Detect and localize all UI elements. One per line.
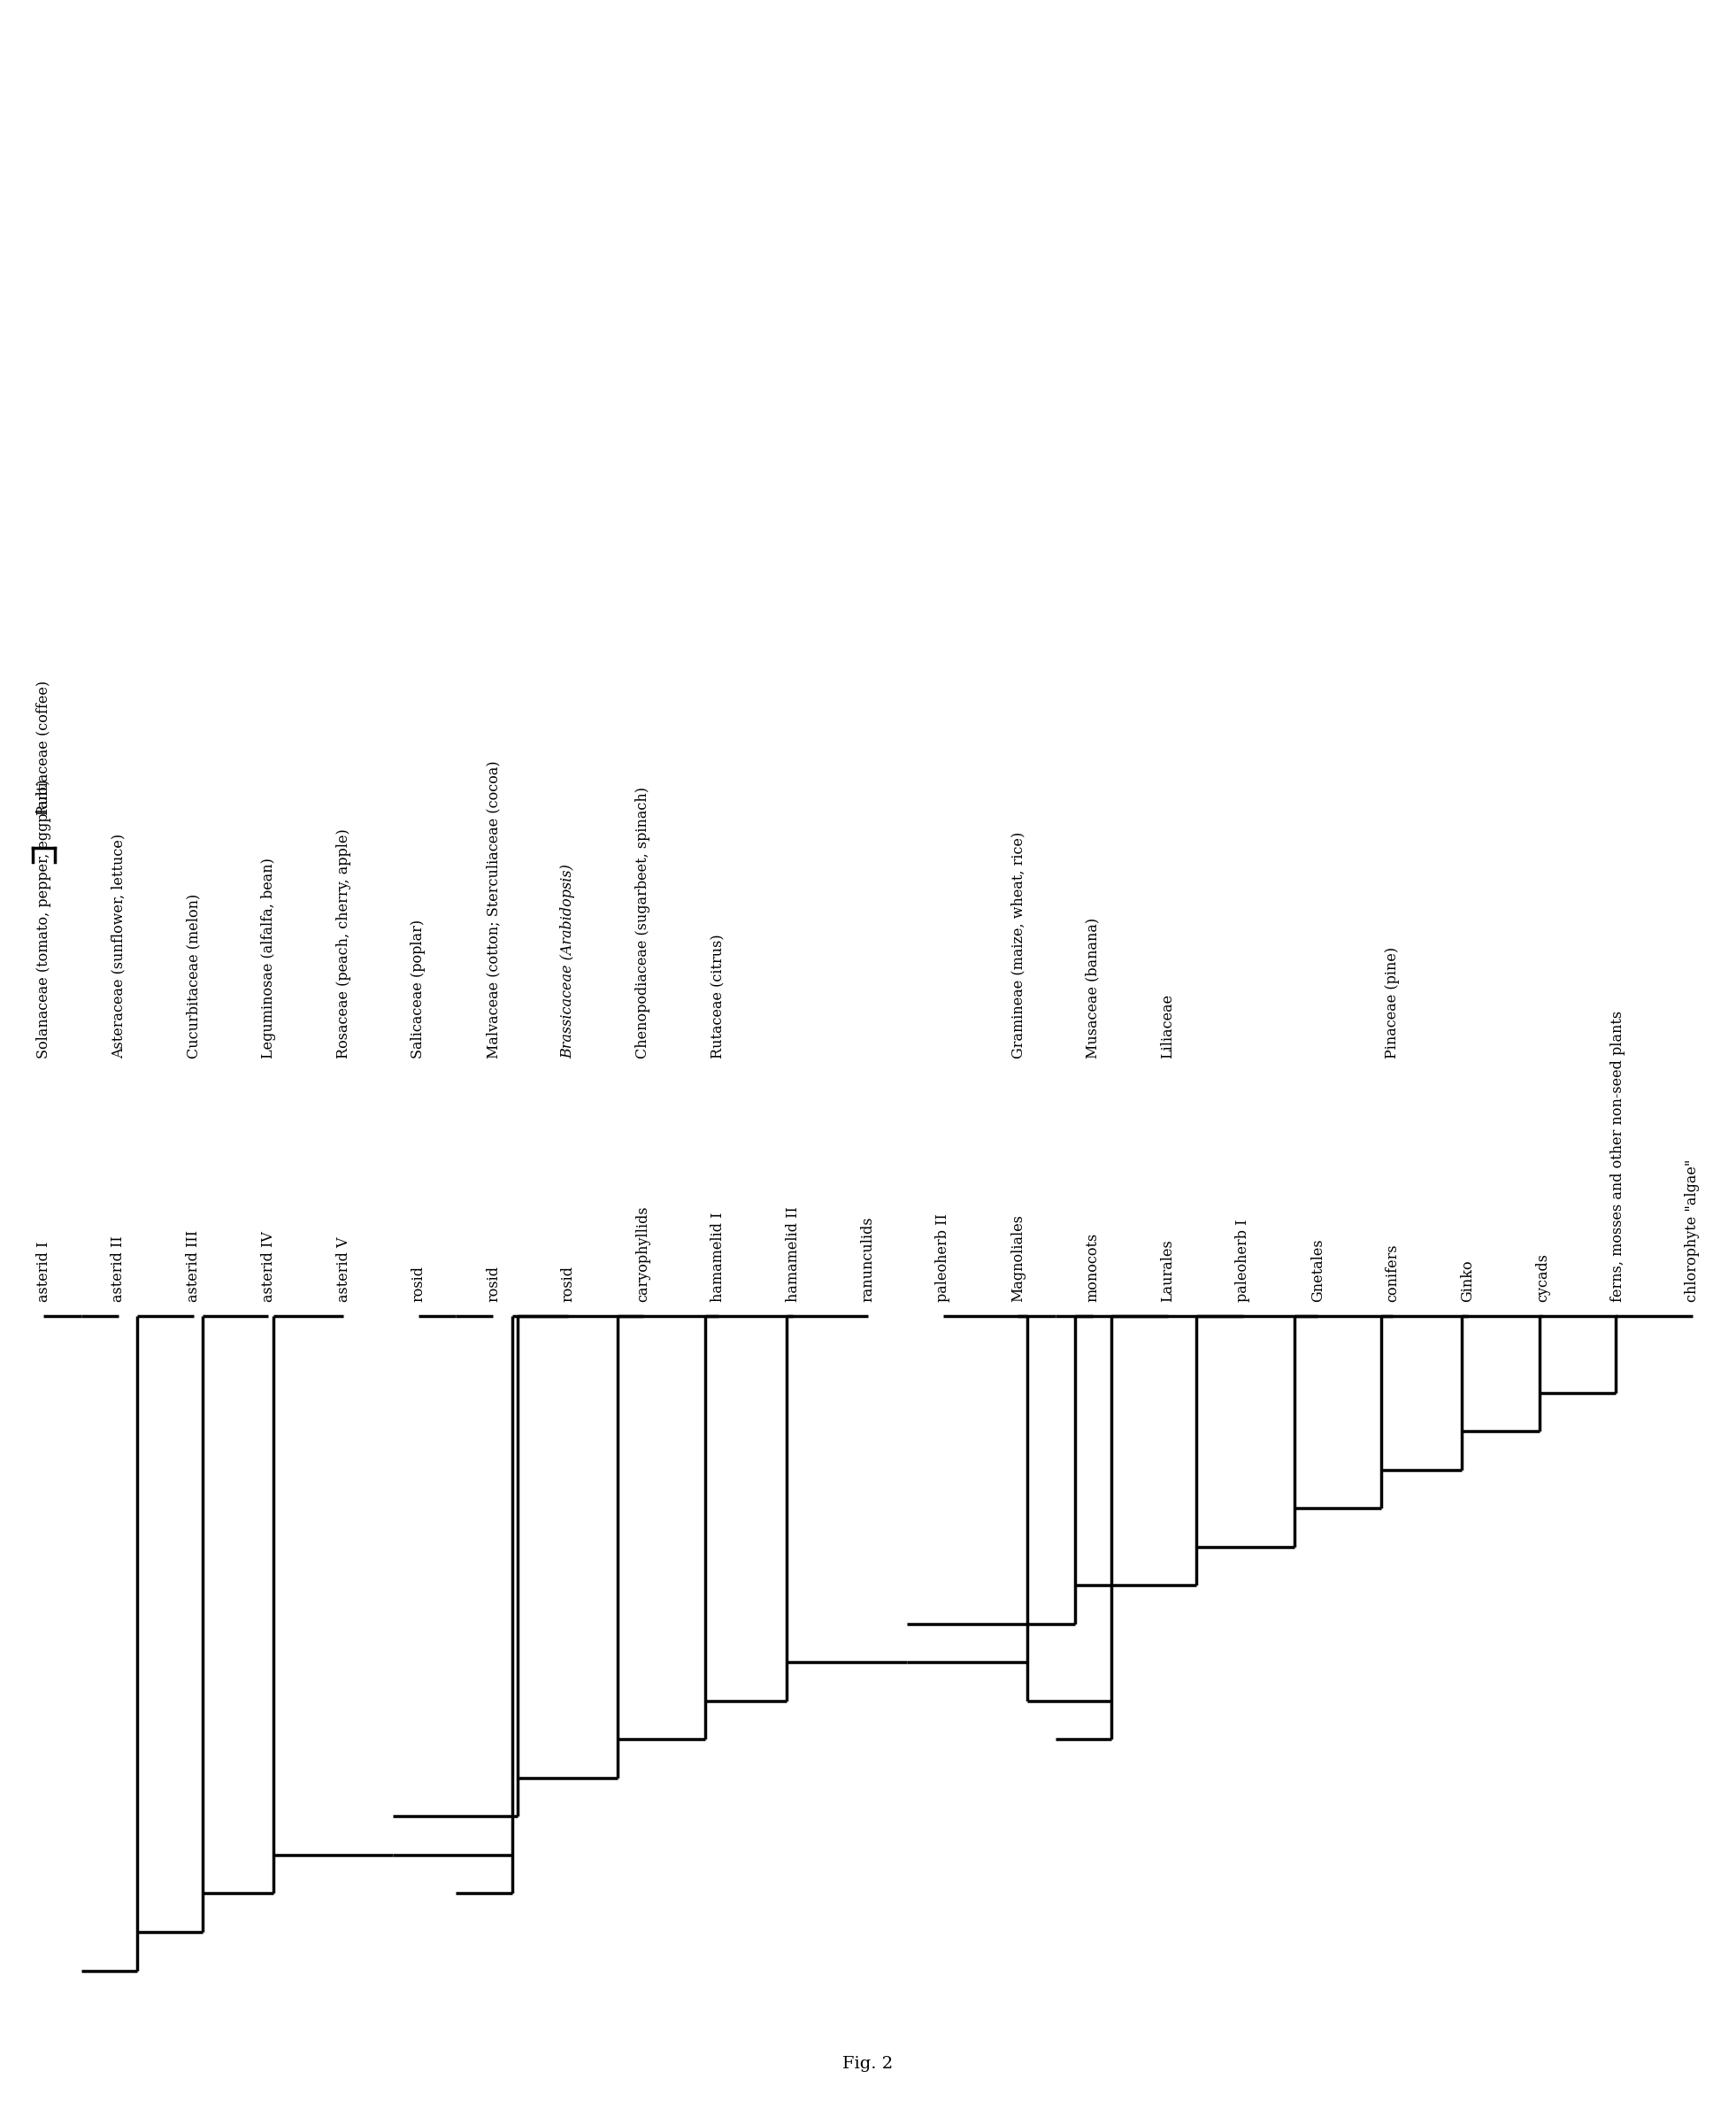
Text: conifers: conifers	[1385, 1243, 1401, 1302]
Text: Musaceae (banana): Musaceae (banana)	[1085, 917, 1101, 1058]
Text: Ginko: Ginko	[1460, 1260, 1476, 1302]
Text: Gramineae (maize, wheat, rice): Gramineae (maize, wheat, rice)	[1010, 832, 1026, 1058]
Text: Laurales: Laurales	[1160, 1238, 1175, 1302]
Text: asterid II: asterid II	[111, 1236, 127, 1302]
Text: asterid III: asterid III	[186, 1230, 201, 1302]
Text: asterid IV: asterid IV	[260, 1230, 276, 1302]
Text: rosid: rosid	[411, 1266, 425, 1302]
Text: hamamelid II: hamamelid II	[785, 1207, 800, 1302]
Text: Cucurbitaceae (melon): Cucurbitaceae (melon)	[186, 893, 201, 1058]
Text: caryophyllids: caryophyllids	[635, 1205, 651, 1302]
Text: paleoherb II: paleoherb II	[936, 1213, 951, 1302]
Text: Pinaceae (pine): Pinaceae (pine)	[1385, 946, 1401, 1058]
Text: Malvaceae (cotton; Sterculiaceae (cocoa): Malvaceae (cotton; Sterculiaceae (cocoa)	[486, 760, 500, 1058]
Text: Rubiaceae (coffee): Rubiaceae (coffee)	[36, 682, 50, 815]
Text: monocots: monocots	[1085, 1232, 1101, 1302]
Text: Magnoliales: Magnoliales	[1010, 1213, 1026, 1302]
Text: Rosaceae (peach, cherry, apple): Rosaceae (peach, cherry, apple)	[335, 828, 351, 1058]
Text: Chenopodiaceae (sugarbeet, spinach): Chenopodiaceae (sugarbeet, spinach)	[635, 788, 651, 1058]
Text: Brassicaceae (Arabidopsis): Brassicaceae (Arabidopsis)	[561, 864, 576, 1058]
Text: Fig. 2: Fig. 2	[842, 2056, 894, 2073]
Text: hamamelid I: hamamelid I	[710, 1211, 726, 1302]
Text: Solanaceae (tomato, pepper, eggplant): Solanaceae (tomato, pepper, eggplant)	[36, 779, 50, 1058]
Text: rosid: rosid	[486, 1266, 500, 1302]
Text: asterid V: asterid V	[335, 1236, 351, 1302]
Text: Liliaceae: Liliaceae	[1160, 993, 1175, 1058]
Text: cycads: cycads	[1535, 1253, 1550, 1302]
Text: asterid I: asterid I	[36, 1241, 50, 1302]
Text: chlorophyte "algae": chlorophyte "algae"	[1686, 1158, 1700, 1302]
Text: ranunculids: ranunculids	[861, 1215, 875, 1302]
Text: Rutaceae (citrus): Rutaceae (citrus)	[710, 934, 726, 1058]
Text: rosid: rosid	[561, 1266, 576, 1302]
Text: ferns, mosses and other non-seed plants: ferns, mosses and other non-seed plants	[1609, 1010, 1625, 1302]
Text: Salicaceae (poplar): Salicaceae (poplar)	[411, 919, 425, 1058]
Text: Gnetales: Gnetales	[1311, 1238, 1325, 1302]
Text: paleoherb I: paleoherb I	[1236, 1219, 1250, 1302]
Text: Leguminosae (alfalfa, bean): Leguminosae (alfalfa, bean)	[260, 857, 276, 1058]
Text: Asteraceae (sunflower, lettuce): Asteraceae (sunflower, lettuce)	[111, 834, 127, 1058]
